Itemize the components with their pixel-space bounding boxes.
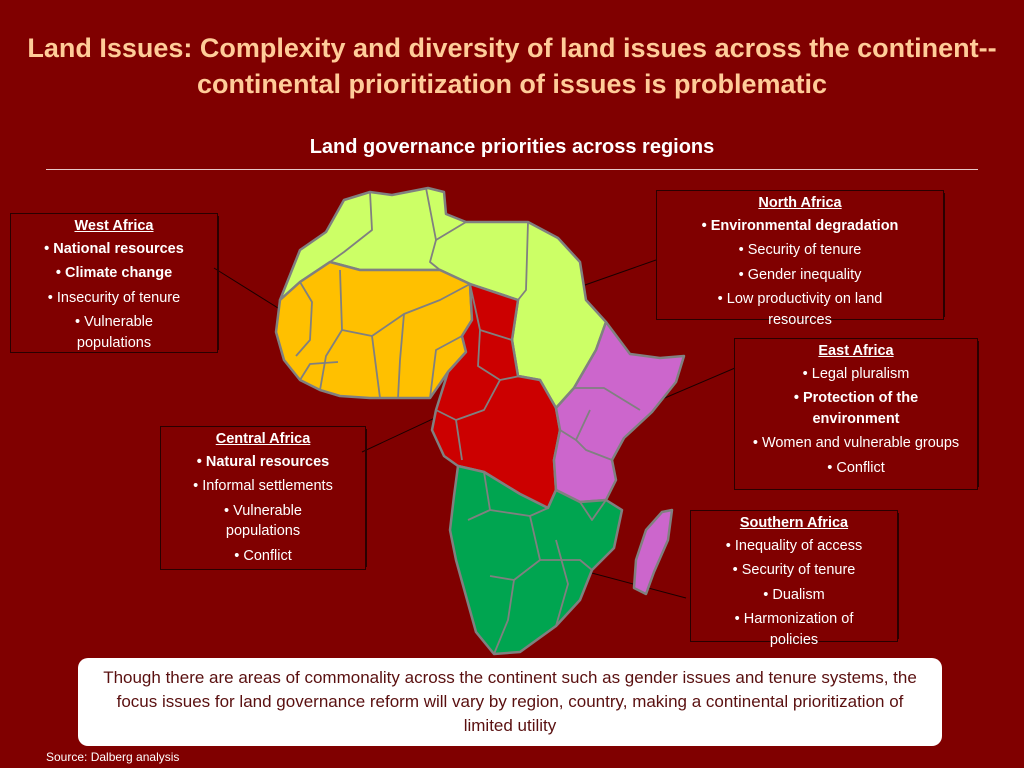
divider [46,169,978,170]
list-item: Dualism [701,585,887,606]
list-item: Environmental degradation [667,216,933,237]
list-item: Vulnerable populations [171,501,355,542]
list-item: Natural resources [171,452,355,473]
connector-east [659,367,736,401]
list-item: Gender inequality [667,265,933,286]
list-item: Protection of the environment [745,388,967,429]
central-africa-list: Natural resources Informal settlements V… [161,452,365,567]
list-item: Vulnerable populations [21,312,207,353]
east-africa-box: East Africa Legal pluralism Protection o… [734,338,978,490]
central-africa-heading: Central Africa [215,431,311,447]
list-item: Conflict [171,546,355,567]
list-item: Security of tenure [667,240,933,261]
north-africa-list: Environmental degradation Security of te… [657,216,943,331]
east-africa-heading: East Africa [818,343,894,359]
region-east [552,320,686,504]
region-west [274,260,474,400]
list-item: Climate change [21,263,207,284]
west-africa-heading: West Africa [74,218,154,234]
list-item: Conflict [745,458,967,479]
east-africa-list: Legal pluralism Protection of the enviro… [735,364,977,479]
north-africa-heading: North Africa [758,195,842,211]
region-madagascar [632,508,674,596]
central-africa-box: Central Africa Natural resources Informa… [160,426,366,570]
slide-subtitle: Land governance priorities across region… [309,136,715,158]
southern-africa-box: Southern Africa Inequality of access Sec… [690,510,898,648]
list-item: National resources [21,239,207,260]
source-note: Source: Dalberg analysis [46,750,180,764]
southern-africa-heading: Southern Africa [739,515,849,531]
list-item: Informal settlements [171,476,355,497]
list-item: Legal pluralism [745,364,967,385]
list-item: Inequality of access [701,536,887,557]
west-africa-box: West Africa National resources Climate c… [10,213,218,353]
list-item: Security of tenure [701,560,887,581]
list-item: Harmonization of policies [701,609,887,650]
list-item: Women and vulnerable groups [745,433,967,454]
west-africa-list: National resources Climate change Insecu… [11,239,217,354]
region-southern [448,464,624,656]
summary-note: Though there are areas of commonality ac… [78,658,942,746]
slide-title: Land Issues: Complexity and diversity of… [27,33,997,99]
north-africa-box: North Africa Environmental degradation S… [656,190,944,328]
list-item: Low productivity on land resources [667,289,933,330]
list-item: Insecurity of tenure [21,288,207,309]
southern-africa-list: Inequality of access Security of tenure … [691,536,897,651]
